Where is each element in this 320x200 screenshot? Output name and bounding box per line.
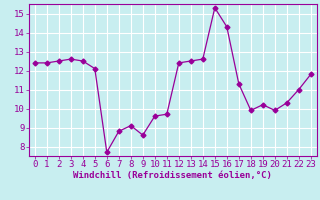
X-axis label: Windchill (Refroidissement éolien,°C): Windchill (Refroidissement éolien,°C) xyxy=(73,171,272,180)
